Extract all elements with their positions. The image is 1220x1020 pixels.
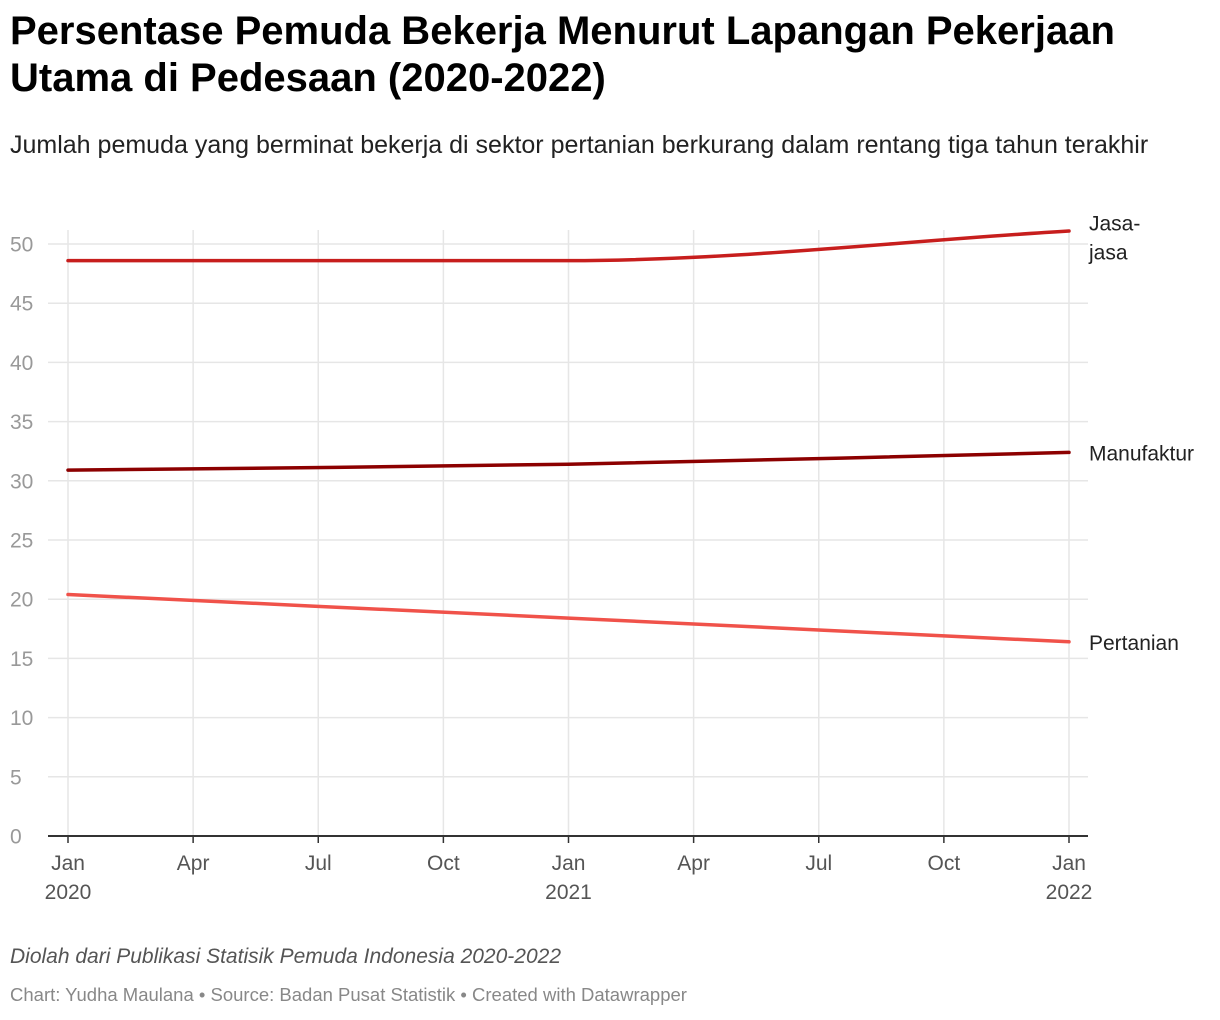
- x-tick-year-label: 2020: [45, 881, 92, 904]
- series-line-jasa-jasa: [66, 229, 1071, 263]
- series-line-pertanian: [66, 592, 1071, 644]
- series-line-manufaktur: [66, 450, 1071, 472]
- x-tick-year-label: 2022: [1046, 881, 1093, 904]
- source-note: Diolah dari Publikasi Statisik Pemuda In…: [10, 945, 562, 968]
- series-label-jasa-jasa: Jasa-: [1089, 212, 1140, 235]
- y-tick-label: 10: [10, 707, 33, 730]
- x-tick-label: Jan: [51, 852, 85, 875]
- y-tick-label: 50: [10, 234, 33, 257]
- y-tick-label: 25: [10, 530, 33, 553]
- chart-title: Persentase Pemuda Bekerja Menurut Lapang…: [10, 9, 1115, 100]
- chart-credits: Chart: Yudha Maulana • Source: Badan Pus…: [10, 984, 687, 1005]
- series-label-jasa-jasa: jasa: [1088, 241, 1128, 264]
- y-tick-label: 30: [10, 470, 33, 493]
- series-label-pertanian: Pertanian: [1089, 632, 1179, 655]
- y-tick-label: 45: [10, 293, 33, 316]
- x-tick-label: Jul: [305, 852, 332, 875]
- series-lines: [66, 229, 1071, 644]
- line-chart: 0 5 10 15 20 25 30 35 40 45 50 Jan 2020 Apr Jul Oct Jan 2…: [10, 212, 1194, 905]
- x-tick-label: Jan: [552, 852, 586, 875]
- x-tick-label: Apr: [677, 852, 710, 875]
- x-tick-label: Jan: [1052, 852, 1086, 875]
- y-tick-label: 5: [10, 766, 22, 789]
- x-tick-label: Oct: [928, 852, 961, 875]
- y-tick-label: 0: [10, 826, 22, 849]
- series-label-manufaktur: Manufaktur: [1089, 442, 1194, 465]
- x-tick-label: Jul: [805, 852, 832, 875]
- grid-lines: [48, 230, 1088, 836]
- y-tick-label: 15: [10, 648, 33, 671]
- y-tick-label: 20: [10, 589, 33, 612]
- x-tick-year-label: 2021: [545, 881, 592, 904]
- y-tick-label: 35: [10, 411, 33, 434]
- y-tick-label: 40: [10, 352, 33, 375]
- chart-subtitle: Jumlah pemuda yang berminat bekerja di s…: [10, 131, 1149, 159]
- axes: 0 5 10 15 20 25 30 35 40 45 50 Jan 2020 Apr Jul Oct Jan 2…: [10, 234, 1092, 905]
- x-tick-label: Apr: [177, 852, 210, 875]
- series-labels: Jasa-jasa Manufaktur Pertanian: [1088, 212, 1194, 654]
- x-tick-label: Oct: [427, 852, 460, 875]
